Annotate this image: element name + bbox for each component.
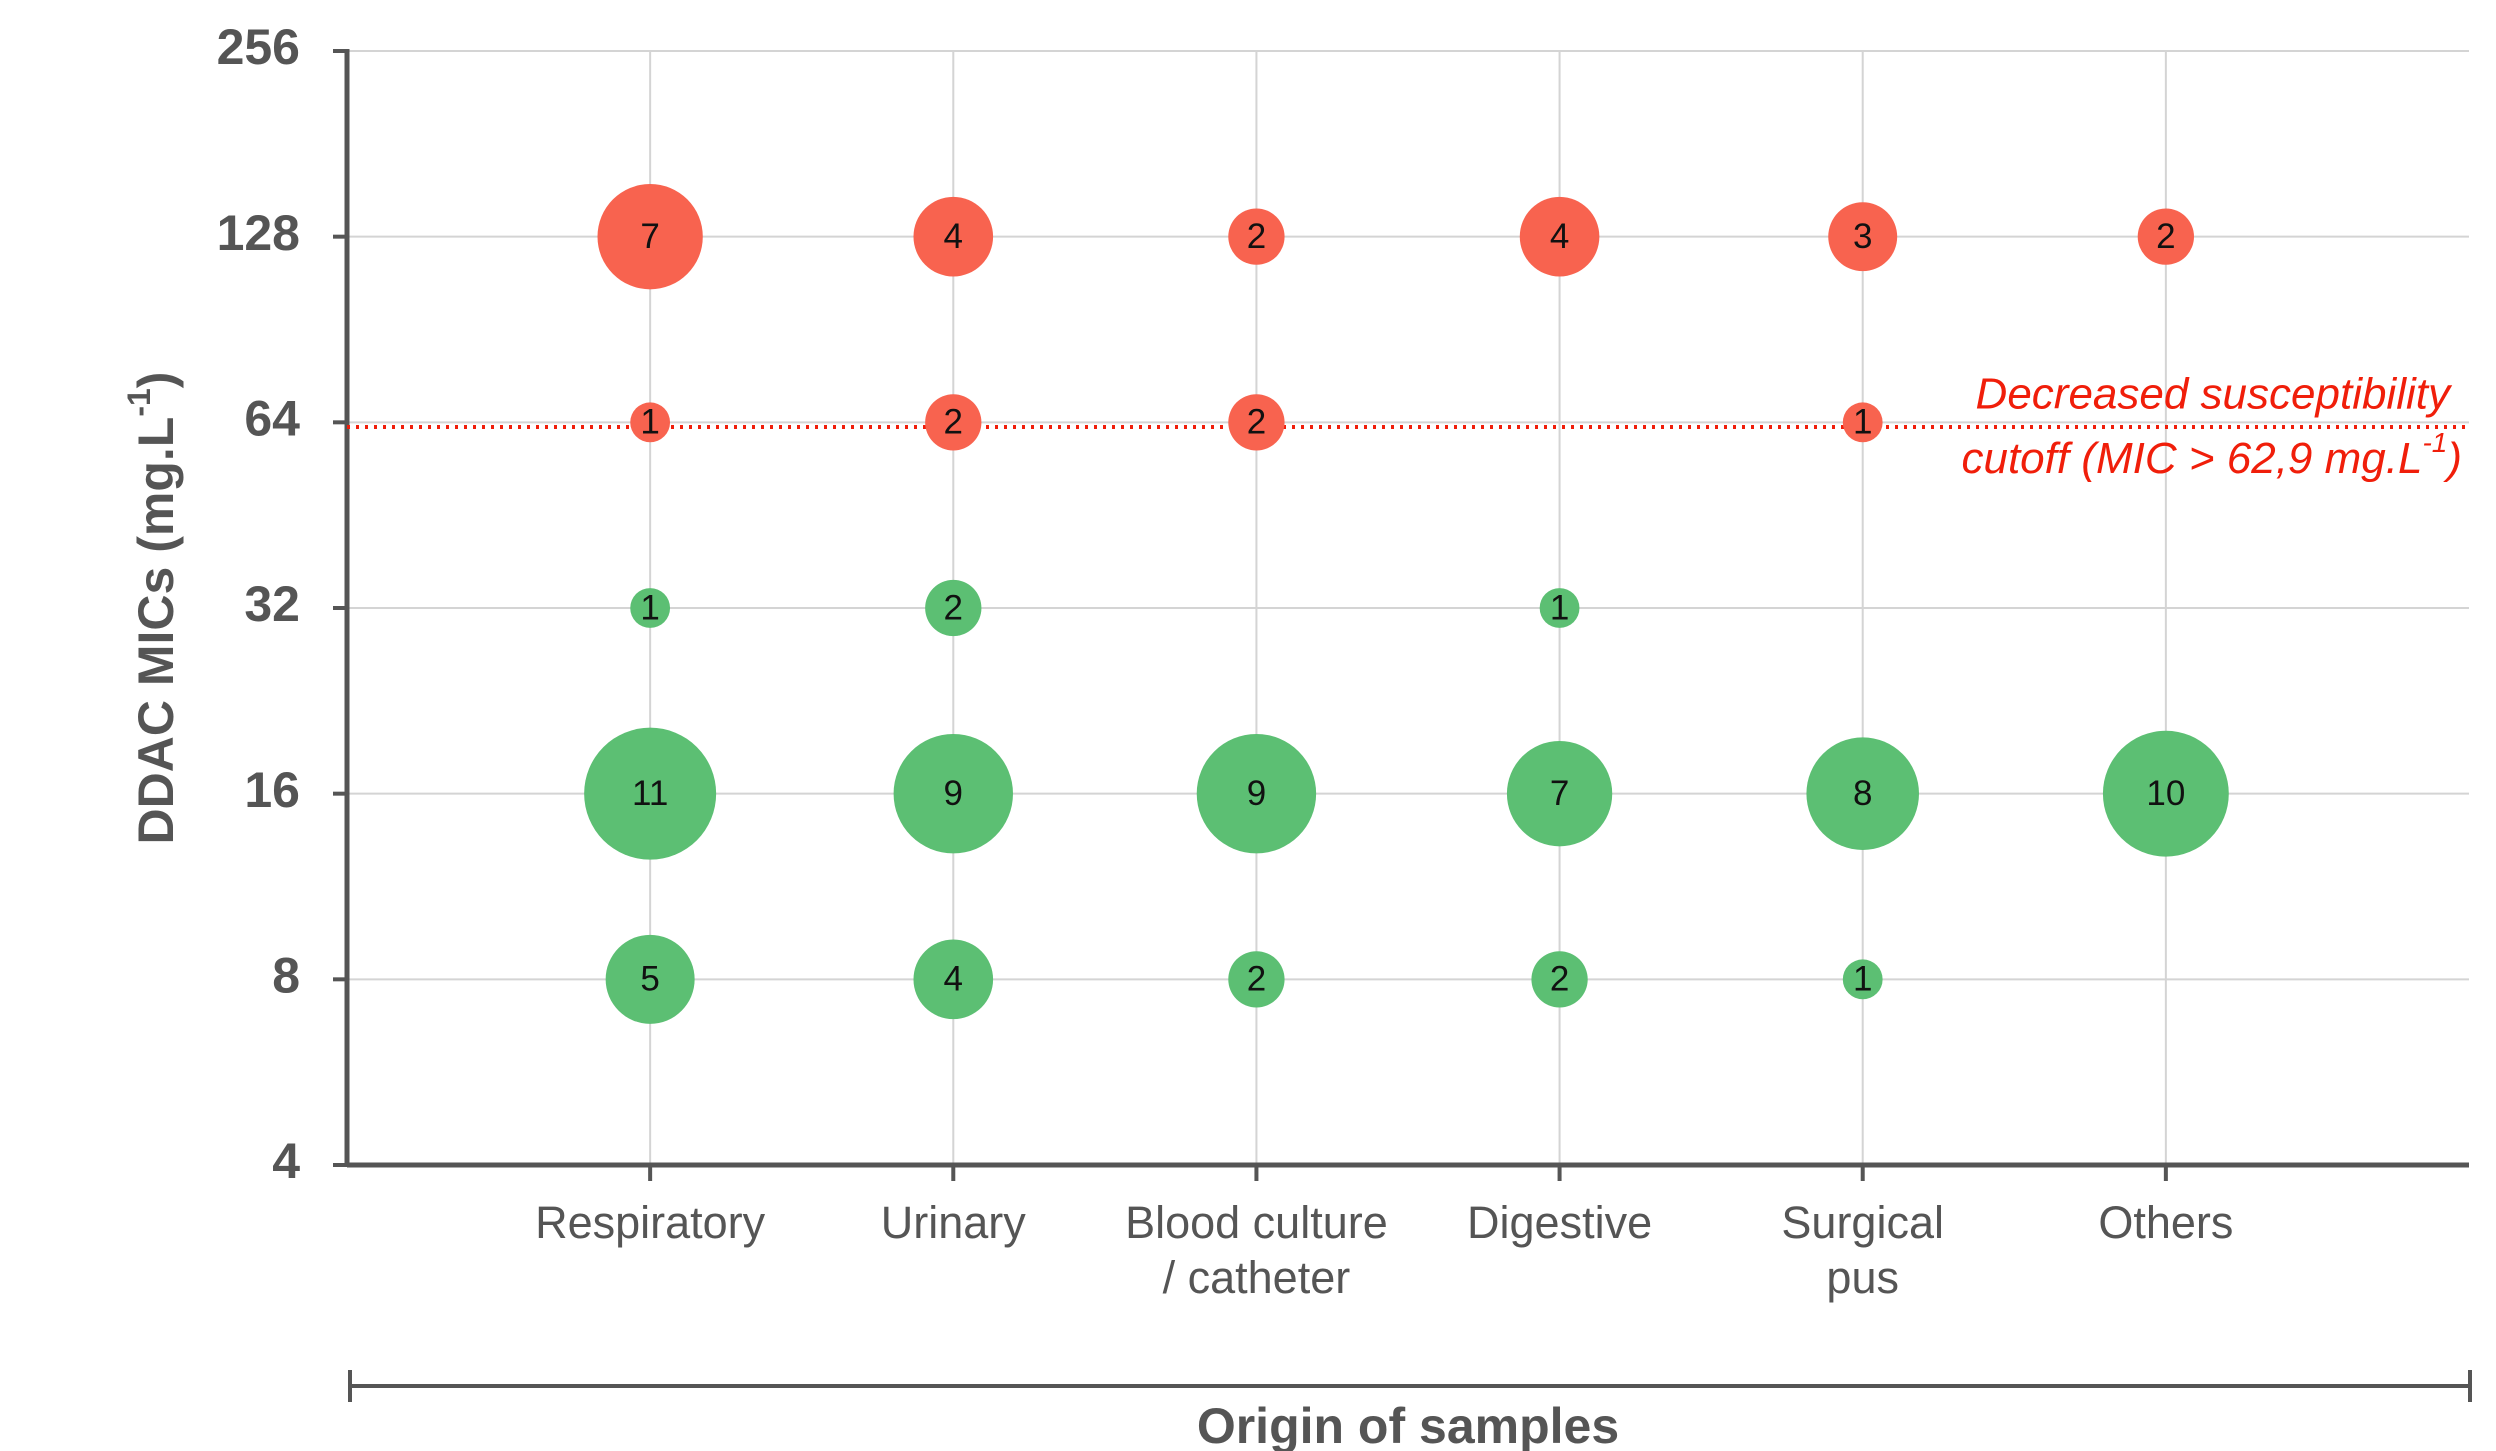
y-tick-label: 4: [272, 1133, 300, 1189]
bubble: [1228, 394, 1285, 451]
bubble-label: 9: [944, 774, 963, 813]
bubble-label: 5: [640, 960, 659, 999]
cutoff-label-end: ): [2442, 434, 2462, 483]
bubble-label: 2: [1550, 960, 1569, 999]
bubble: [1196, 733, 1317, 854]
bubble: [1519, 196, 1600, 277]
bubble: [1828, 202, 1898, 272]
x-tick-label: Respiratory: [535, 1197, 766, 1248]
bubble-label: 3: [1853, 217, 1872, 256]
bubble: [630, 402, 671, 443]
bubble: [1228, 208, 1285, 265]
bubble: [1228, 951, 1285, 1008]
x-bracket: [348, 1370, 2472, 1402]
bubble: [630, 588, 671, 628]
bubble: [2137, 208, 2194, 265]
bubble: [597, 184, 703, 290]
bubble-label: 1: [1853, 960, 1872, 999]
bubble: [1506, 741, 1613, 847]
bubble: [1539, 588, 1580, 628]
bubble: [1842, 959, 1883, 1000]
bubble: [2102, 730, 2229, 857]
bubble-label: 10: [2146, 774, 2185, 813]
bubble-label: 4: [944, 960, 963, 999]
y-tick-label: 32: [244, 576, 300, 632]
bubble: [1531, 951, 1588, 1008]
bubble-label: 1: [1853, 403, 1872, 442]
y-axis-label: DDAC MICs (mg.L-1): [121, 372, 184, 845]
bubble-label: 7: [640, 217, 659, 256]
y-tick-label: 8: [272, 948, 300, 1004]
bubble-label: 11: [632, 774, 668, 813]
cutoff-label: Decreased susceptibility: [1976, 370, 2453, 419]
x-tick-label: Digestive: [1467, 1197, 1653, 1248]
bubble: [605, 934, 695, 1024]
y-label-end: ): [128, 372, 184, 389]
bubble-label: 1: [640, 588, 659, 627]
y-tick-label: 16: [244, 762, 300, 818]
cutoff-label-sup: -1: [2422, 427, 2447, 458]
bubble-label: 4: [944, 217, 963, 256]
bubble-label: 2: [2156, 217, 2175, 256]
x-tick-label: Blood culture / catheter: [1125, 1197, 1388, 1303]
y-tick-label: 128: [217, 205, 300, 261]
cutoff-label: cutoff (MIC > 62,9 mg.L-1): [1961, 427, 2462, 482]
bubble: [925, 579, 982, 637]
bubble-label: 2: [1247, 403, 1266, 442]
bubble: [925, 394, 982, 451]
y-label-sup: -1: [121, 388, 157, 416]
x-tick-label: Surgical pus: [1781, 1197, 1944, 1303]
y-label-text: DDAC MICs (mg.L: [128, 417, 184, 845]
bubble-label: 2: [1247, 960, 1266, 999]
bubble-label: 1: [640, 403, 659, 442]
y-tick-label: 256: [217, 19, 300, 75]
bubble: [584, 727, 717, 860]
bubble: [893, 733, 1013, 854]
x-axis-label: Origin of samples: [1197, 1398, 1619, 1451]
bubble-label: 9: [1247, 774, 1266, 813]
bubble: [913, 939, 994, 1020]
x-tick-label: Urinary: [880, 1197, 1026, 1248]
bubble-label: 1: [1550, 588, 1569, 627]
x-tick-label: Others: [2098, 1197, 2234, 1248]
bubble-label: 8: [1853, 774, 1872, 813]
bubble: [913, 196, 994, 277]
bubble-label: 2: [944, 588, 963, 627]
bubble-label: 7: [1550, 774, 1569, 813]
cutoff-label-text: cutoff (MIC > 62,9 mg.L: [1961, 434, 2422, 483]
bubble: [1842, 402, 1883, 443]
bubble: [1806, 737, 1919, 850]
bubble-label: 4: [1550, 217, 1569, 256]
y-tick-label: 64: [244, 391, 300, 447]
bubble-label: 2: [1247, 217, 1266, 256]
bubble-label: 2: [944, 403, 963, 442]
